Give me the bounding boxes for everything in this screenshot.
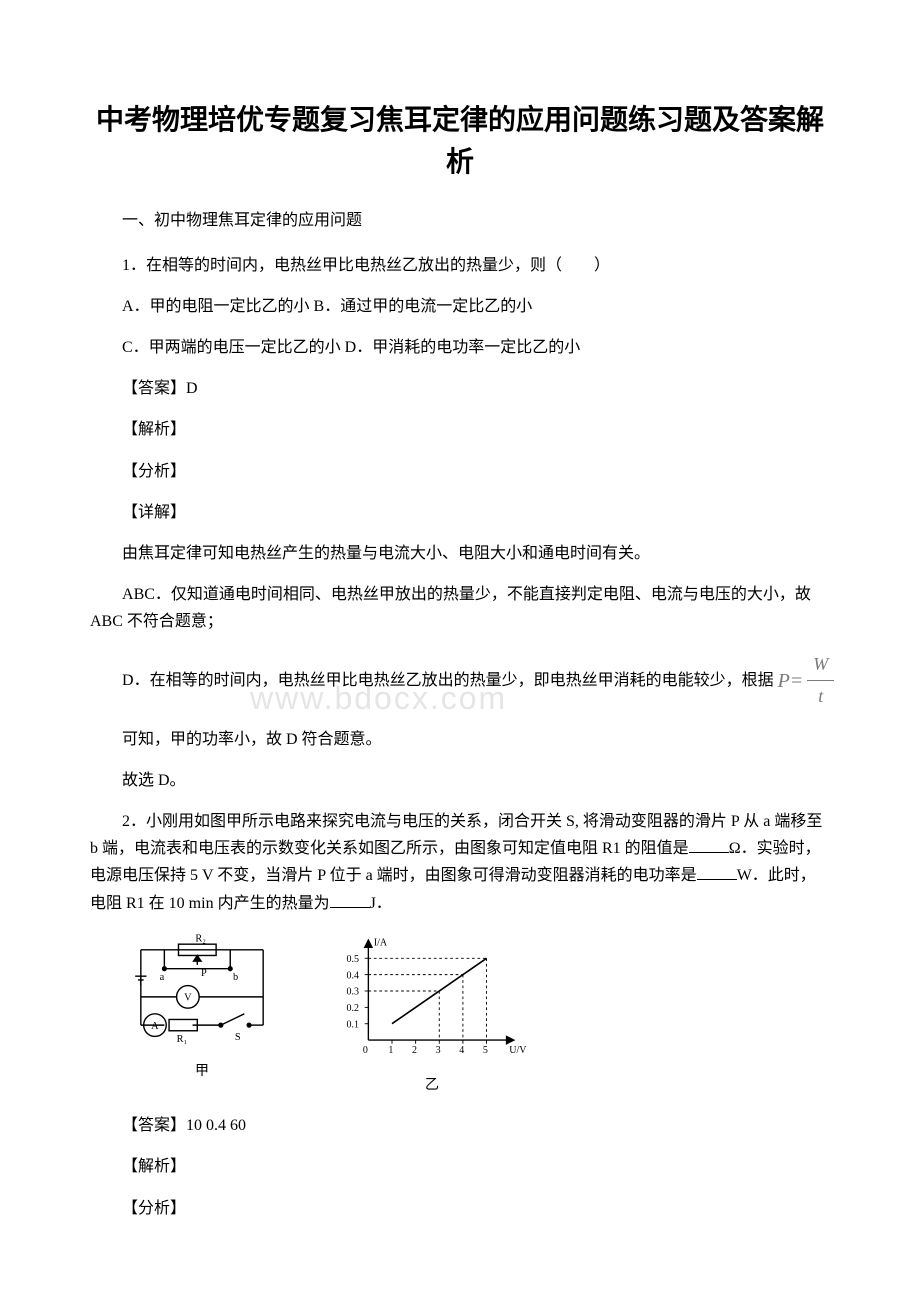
q2-fenxi: 【分析】 xyxy=(90,1195,830,1222)
q2-stem-d: J． xyxy=(370,895,392,912)
q1-stem: 1．在相等的时间内，电热丝甲比电热丝乙放出的热量少，则（ ） xyxy=(90,252,830,279)
circuit-label-b: b xyxy=(233,972,238,983)
chart-ytick-4: 0.4 xyxy=(347,970,359,981)
fraction-denominator: t xyxy=(812,681,829,712)
circuit-svg: R₂ a P b V A S R₁ xyxy=(122,931,282,1053)
blank-2 xyxy=(697,864,737,880)
chart-svg: I/A U/V 0 1 2 3 4 5 0.1 0.2 0.3 0.4 0.5 xyxy=(332,931,532,1067)
circuit-label-r2: R₂ xyxy=(195,933,206,944)
chart-ylabel: I/A xyxy=(374,937,388,948)
q1-p4: 可知，甲的功率小，故 D 符合题意。 xyxy=(90,726,830,753)
circuit-label-ammeter: A xyxy=(151,1021,159,1032)
chart-ytick-3: 0.3 xyxy=(347,986,359,997)
q1-p5: 故选 D。 xyxy=(90,767,830,794)
circuit-label-a: a xyxy=(160,972,165,983)
circuit-label-s: S xyxy=(235,1032,241,1043)
q1-answer: 【答案】D xyxy=(90,375,830,402)
circuit-label-v: V xyxy=(184,992,192,1003)
formula-p-symbol: P xyxy=(778,664,790,698)
chart-xtick-2: 2 xyxy=(412,1045,417,1056)
q1-p2-text: ABC．仅知道通电时间相同、电热丝甲放出的热量少，不能直接判定电阻、电流与电压的… xyxy=(90,586,811,630)
q2-stem: 2．小刚用如图甲所示电路来探究电流与电压的关系，闭合开关 S, 将滑动变阻器的滑… xyxy=(90,808,830,917)
chart-xtick-4: 4 xyxy=(459,1045,464,1056)
chart-xtick-3: 3 xyxy=(436,1045,441,1056)
q1-p3-text: D．在相等的时间内，电热丝甲比电热丝乙放出的热量少，即电热丝甲消耗的电能较少，根… xyxy=(122,672,774,689)
chart-xlabel: U/V xyxy=(509,1045,527,1056)
chart-ytick-1: 0.1 xyxy=(347,1019,359,1030)
circuit-caption: 甲 xyxy=(122,1060,282,1080)
q1-p1: 由焦耳定律可知电热丝产生的热量与电流大小、电阻大小和通电时间有关。 xyxy=(90,540,830,567)
section-heading: 一、初中物理焦耳定律的应用问题 xyxy=(90,208,830,234)
q1-xiangjie: 【详解】 xyxy=(90,499,830,526)
circuit-label-p: P xyxy=(201,968,207,979)
q2-answer: 【答案】10 0.4 60 xyxy=(90,1112,830,1139)
q1-opts-cd: C．甲两端的电压一定比乙的小 D．甲消耗的电功率一定比乙的小 xyxy=(90,334,830,361)
chart-caption: 乙 xyxy=(332,1074,532,1094)
circuit-diagram: R₂ a P b V A S R₁ 甲 xyxy=(122,931,282,1080)
page-title: 中考物理培优专题复习焦耳定律的应用问题练习题及答案解析 xyxy=(90,100,830,184)
q2-jiexi: 【解析】 xyxy=(90,1153,830,1180)
q1-p2: ABC．仅知道通电时间相同、电热丝甲放出的热量少，不能直接判定电阻、电流与电压的… xyxy=(90,581,830,635)
formula-equals: = xyxy=(790,664,804,698)
q1-jiexi: 【解析】 xyxy=(90,416,830,443)
q1-opts-ab: A．甲的电阻一定比乙的小 B．通过甲的电流一定比乙的小 xyxy=(90,293,830,320)
blank-3 xyxy=(330,892,370,908)
chart-xtick-5: 5 xyxy=(483,1045,488,1056)
q1-formula-line: D．在相等的时间内，电热丝甲比电热丝乙放出的热量少，即电热丝甲消耗的电能较少，根… xyxy=(90,649,830,711)
q1-fenxi: 【分析】 xyxy=(90,458,830,485)
chart-origin: 0 xyxy=(363,1045,368,1056)
chart-xtick-1: 1 xyxy=(388,1045,393,1056)
chart-ytick-2: 0.2 xyxy=(347,1003,359,1014)
iv-chart: I/A U/V 0 1 2 3 4 5 0.1 0.2 0.3 0.4 0.5 … xyxy=(332,931,532,1094)
circuit-label-r1: R₁ xyxy=(177,1034,188,1045)
blank-1 xyxy=(689,837,729,853)
chart-ytick-5: 0.5 xyxy=(347,954,359,965)
figure-row: R₂ a P b V A S R₁ 甲 xyxy=(122,931,830,1094)
fraction-numerator: W xyxy=(807,649,834,681)
q1-p3-prefix: D．在相等的时间内，电热丝甲比电热丝乙放出的热量少，即电热丝甲消耗的电能较少，根… xyxy=(90,667,778,694)
formula-fraction: W t xyxy=(807,649,834,711)
